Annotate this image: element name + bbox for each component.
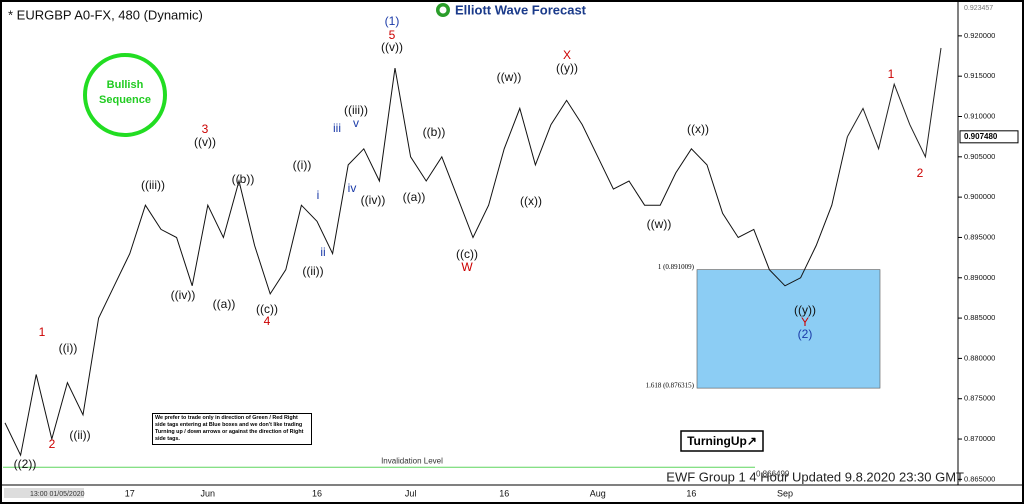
wave-label: iii — [333, 121, 341, 135]
x-tick-label: 16 — [686, 488, 696, 498]
wave-label: ((x)) — [520, 194, 542, 208]
wave-label: ((b)) — [423, 125, 446, 139]
wave-label: ((i)) — [293, 158, 312, 172]
logo-icon — [439, 6, 447, 14]
price-line — [4, 68, 848, 457]
invalidation-value: 0.866499 — [756, 469, 790, 478]
current-price: 0.907480 — [964, 132, 998, 141]
wave-label: ((iii)) — [141, 178, 165, 192]
wave-label: i — [317, 188, 320, 202]
wave-label: ((a)) — [213, 297, 236, 311]
timestamp: 13:00 01/05/2020 — [30, 491, 85, 498]
y-tick-label: 0.915000 — [964, 71, 995, 80]
wave-label: ((y)) — [794, 303, 816, 317]
badge-circle — [83, 53, 167, 137]
wave-label: W — [461, 260, 473, 274]
note-text: We prefer to trade only in direction of … — [152, 413, 312, 445]
wave-label: 5 — [389, 28, 396, 42]
invalidation-label: Invalidation Level — [381, 456, 443, 465]
x-tick-label: 17 — [125, 488, 135, 498]
wave-label: 3 — [202, 122, 209, 136]
price-line — [846, 47, 942, 159]
wave-label: ((a)) — [403, 190, 426, 204]
wave-label: ((i)) — [59, 341, 78, 355]
wave-label: ((y)) — [556, 61, 578, 75]
footer: EWF Group 1 4 Hour Updated 9.8.2020 23:3… — [666, 469, 964, 484]
wave-label: ((iii)) — [344, 103, 368, 117]
wave-label: v — [353, 116, 359, 130]
wave-label: ((x)) — [687, 122, 709, 136]
wave-label: ((v)) — [381, 40, 403, 54]
x-tick-label: Sep — [777, 488, 793, 498]
wave-label: ((iv)) — [171, 288, 196, 302]
wave-label: ((ii)) — [302, 264, 323, 278]
y-tick-label: 0.870000 — [964, 434, 995, 443]
box-level-label: 1.618 (0.876315) — [646, 382, 695, 390]
wave-label: (2) — [798, 327, 813, 341]
box-level-label: 1 (0.891009) — [658, 263, 695, 271]
turning-tag-box — [680, 430, 764, 452]
y-tick-label: 0.875000 — [964, 394, 995, 403]
target-box — [696, 269, 881, 389]
chart-title: * EURGBP A0-FX, 480 (Dynamic) — [8, 7, 203, 22]
y-tick-label: 0.900000 — [964, 192, 995, 201]
wave-label: ((w)) — [647, 217, 672, 231]
current-price-box — [959, 130, 1019, 144]
wave-label: ((c)) — [456, 247, 478, 261]
y-tick-label: 0.885000 — [964, 313, 995, 322]
top-price: 0.923457 — [964, 5, 993, 12]
y-tick-label: 0.890000 — [964, 273, 995, 282]
logo-text: Elliott Wave Forecast — [455, 2, 587, 17]
wave-label: ii — [320, 245, 325, 259]
wave-label: ((w)) — [497, 70, 522, 84]
wave-label: 2 — [917, 166, 924, 180]
wave-label: iv — [348, 181, 357, 195]
badge-text: Bullish Sequence — [99, 79, 151, 106]
logo: Elliott Wave Forecast — [436, 2, 587, 17]
wave-label: ((c)) — [256, 302, 278, 316]
x-tick-label: Jul — [405, 488, 417, 498]
y-tick-label: 0.920000 — [964, 31, 995, 40]
x-tick-label: 16 — [312, 488, 322, 498]
wave-label: ((ii)) — [69, 428, 90, 442]
wave-label: X — [563, 48, 571, 62]
y-tick-label: 0.910000 — [964, 111, 995, 120]
wave-label: ((v)) — [194, 135, 216, 149]
y-tick-label: 0.905000 — [964, 152, 995, 161]
wave-label: (1) — [385, 14, 400, 28]
x-tick-label: Aug — [590, 488, 606, 498]
y-tick-label: 0.865000 — [964, 474, 995, 483]
wave-label: ((b)) — [232, 172, 255, 186]
wave-label: 4 — [264, 314, 271, 328]
y-tick-label: 0.895000 — [964, 232, 995, 241]
x-tick-label: 16 — [499, 488, 509, 498]
wave-label: ((iv)) — [361, 193, 386, 207]
wave-label: ((2)) — [14, 457, 37, 471]
timestamp-box — [4, 488, 84, 498]
wave-label: 1 — [39, 325, 46, 339]
wave-label: 2 — [49, 437, 56, 451]
note: We prefer to trade only in direction of … — [152, 413, 312, 445]
y-tick-label: 0.880000 — [964, 353, 995, 362]
wave-label: Y — [801, 315, 809, 329]
wave-label: 1 — [888, 67, 895, 81]
badge: Bullish Sequence — [99, 79, 151, 106]
turning-tag: TurningUp↗ — [687, 434, 757, 448]
x-tick-label: Jun — [201, 488, 216, 498]
